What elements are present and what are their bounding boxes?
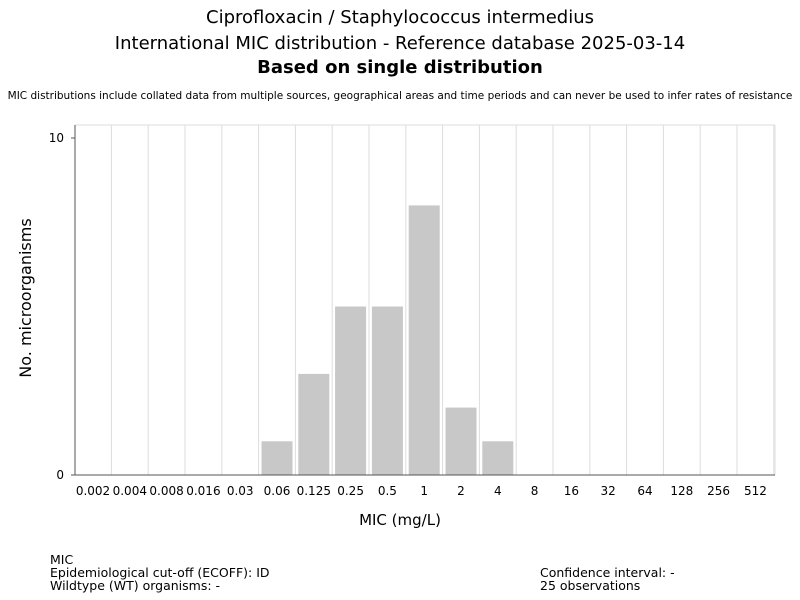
x-tick-label: 0.03: [227, 484, 254, 498]
x-tick-label: 4: [494, 484, 502, 498]
y-axis-label: No. microorganisms: [16, 218, 35, 377]
y-tick-labels: 0 10: [49, 131, 75, 482]
footer-wildtype: Wildtype (WT) organisms: -: [50, 578, 221, 593]
y-tick-label: 0: [56, 468, 64, 482]
x-tick-label: 0.008: [149, 484, 183, 498]
footer-left: MIC Epidemiological cut-off (ECOFF): ID …: [50, 553, 270, 592]
x-tick-label: 1: [420, 484, 428, 498]
x-axis-label: MIC (mg/L): [359, 511, 441, 529]
x-tick-label: 512: [744, 484, 767, 498]
x-tick-label: 0.002: [76, 484, 110, 498]
bar-0.125: [298, 373, 330, 475]
chart-bars: [261, 205, 514, 475]
chart-subtitle-distribution: Based on single distribution: [257, 57, 543, 78]
footer-ecoff: Epidemiological cut-off (ECOFF): ID: [50, 565, 270, 580]
footer-right: Confidence interval: - 25 observations: [540, 566, 675, 592]
bar-0.5: [371, 306, 403, 475]
bar-2: [445, 407, 477, 475]
footer-confidence: Confidence interval: -: [540, 565, 675, 580]
chart-note: MIC distributions include collated data …: [7, 90, 793, 102]
bar-1: [408, 205, 440, 475]
chart-axes: [74, 125, 775, 476]
y-tick-label: 10: [49, 131, 64, 145]
x-tick-label: 64: [637, 484, 652, 498]
footer-mic-label: MIC: [50, 552, 74, 567]
x-tick-label: 0.004: [113, 484, 147, 498]
bar-4: [482, 441, 514, 475]
x-tick-label: 128: [670, 484, 693, 498]
x-tick-label: 8: [531, 484, 539, 498]
bar-0.06: [261, 441, 293, 475]
x-tick-label: 16: [564, 484, 579, 498]
x-tick-label: 0.06: [264, 484, 291, 498]
bar-0.25: [335, 306, 367, 475]
footer-observations: 25 observations: [540, 578, 641, 593]
x-tick-label: 0.25: [337, 484, 364, 498]
x-tick-label: 0.125: [297, 484, 331, 498]
chart-grid: [75, 124, 776, 475]
x-tick-label: 256: [707, 484, 730, 498]
chart-title: Ciprofloxacin / Staphylococcus intermedi…: [206, 7, 594, 28]
chart-subtitle-database: International MIC distribution - Referen…: [114, 33, 686, 54]
x-tick-label: 0.5: [378, 484, 397, 498]
x-tick-label: 32: [601, 484, 616, 498]
x-tick-label: 0.016: [186, 484, 220, 498]
x-tick-label: 2: [457, 484, 465, 498]
x-tick-labels: 0.002 0.004 0.008 0.016 0.03 0.06 0.125 0.25 0.5…: [76, 484, 767, 498]
